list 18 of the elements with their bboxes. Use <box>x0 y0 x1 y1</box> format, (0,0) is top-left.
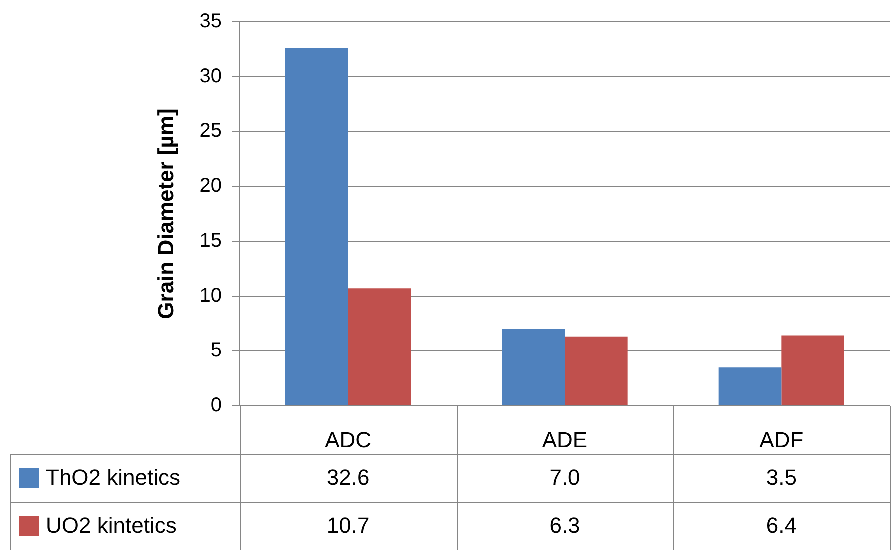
x-tick-label: ADC <box>325 427 372 452</box>
bar <box>348 288 412 406</box>
y-tick-label: 5 <box>210 340 222 362</box>
bar <box>502 329 565 406</box>
y-axis-title: Grain Diameter [µm] <box>153 108 178 320</box>
y-tick-label: 35 <box>200 10 222 33</box>
bar <box>286 48 348 406</box>
x-tick-label: ADE <box>542 427 588 452</box>
y-tick-label: 20 <box>200 175 222 198</box>
y-tick-label: 30 <box>200 65 222 88</box>
bar <box>718 368 782 406</box>
y-tick-label: 0 <box>210 394 222 417</box>
y-tick-label: 10 <box>200 284 222 307</box>
bar <box>565 336 628 406</box>
bar <box>782 336 844 406</box>
y-tick-label: 25 <box>200 120 222 142</box>
x-tick-label: ADF <box>760 427 804 452</box>
y-tick-label: 15 <box>200 230 222 252</box>
